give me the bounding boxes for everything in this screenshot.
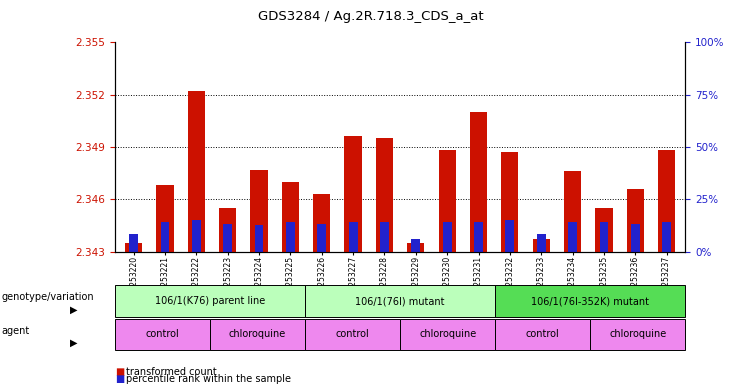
Bar (631, 223, 639, 252)
Text: 106/1(76I) mutant: 106/1(76I) mutant (356, 296, 445, 306)
Bar (568, 222, 577, 252)
Bar (317, 223, 326, 252)
Bar (564, 171, 581, 252)
Bar (501, 152, 519, 252)
Bar (125, 243, 142, 252)
Text: chloroquine: chloroquine (229, 329, 286, 339)
Bar (282, 182, 299, 252)
Bar (161, 222, 170, 252)
Bar (536, 234, 545, 252)
Bar (255, 225, 264, 252)
Text: GDS3284 / Ag.2R.718.3_CDS_a_at: GDS3284 / Ag.2R.718.3_CDS_a_at (258, 10, 483, 23)
Text: ▶: ▶ (70, 338, 78, 348)
Bar (658, 151, 675, 252)
Bar (192, 220, 201, 252)
Text: transformed count: transformed count (126, 367, 216, 377)
Text: control: control (336, 329, 370, 339)
Text: agent: agent (1, 326, 30, 336)
Bar (349, 222, 357, 252)
Bar (627, 189, 644, 252)
Bar (443, 222, 451, 252)
Bar (474, 222, 483, 252)
Bar (286, 222, 295, 252)
Bar (439, 151, 456, 252)
Bar (595, 208, 613, 252)
Text: genotype/variation: genotype/variation (1, 292, 94, 302)
Bar (187, 91, 205, 252)
Bar (505, 220, 514, 252)
Bar (250, 170, 268, 252)
Bar (533, 239, 550, 252)
Bar (219, 208, 236, 252)
Bar (156, 185, 173, 252)
Text: ▶: ▶ (70, 305, 78, 314)
Text: chloroquine: chloroquine (609, 329, 666, 339)
Text: 106/1(K76) parent line: 106/1(K76) parent line (155, 296, 265, 306)
Bar (470, 112, 487, 252)
Bar (662, 222, 671, 252)
Bar (599, 222, 608, 252)
Bar (411, 239, 420, 252)
Text: 106/1(76I-352K) mutant: 106/1(76I-352K) mutant (531, 296, 649, 306)
Text: ■: ■ (115, 374, 124, 384)
Bar (345, 136, 362, 252)
Bar (380, 222, 389, 252)
Text: percentile rank within the sample: percentile rank within the sample (126, 374, 291, 384)
Bar (223, 223, 232, 252)
Text: control: control (145, 329, 179, 339)
Text: chloroquine: chloroquine (419, 329, 476, 339)
Bar (313, 194, 330, 252)
Text: control: control (526, 329, 559, 339)
Text: ■: ■ (115, 367, 124, 377)
Bar (129, 234, 138, 252)
Bar (408, 243, 425, 252)
Bar (376, 138, 393, 252)
